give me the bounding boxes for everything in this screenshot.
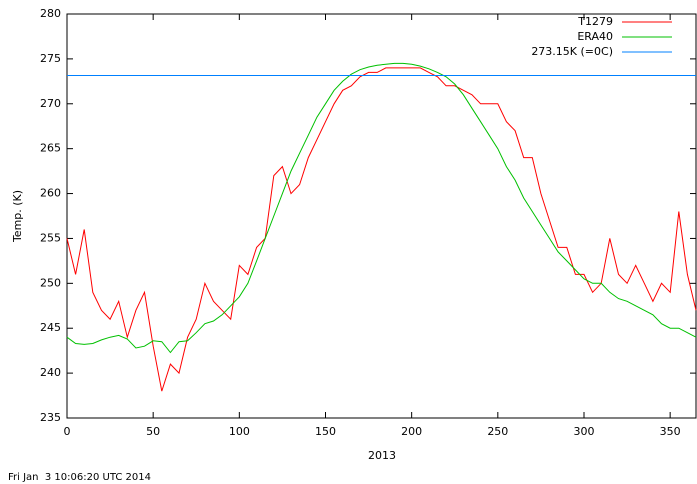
x-tick-label: 100 — [229, 425, 250, 438]
x-axis-label: 2013 — [368, 449, 396, 462]
y-tick-label: 240 — [40, 366, 61, 379]
y-tick-label: 255 — [40, 231, 61, 244]
x-tick-label: 0 — [64, 425, 71, 438]
y-tick-label: 270 — [40, 97, 61, 110]
y-tick-label: 235 — [40, 411, 61, 424]
y-axis-label: Temp. (K) — [11, 190, 24, 243]
footer: Fri Jan 3 10:06:20 UTC 2014 — [8, 472, 151, 483]
y-tick-label: 280 — [40, 7, 61, 20]
y-tick-label: 260 — [40, 187, 61, 200]
x-tick-label: 250 — [487, 425, 508, 438]
x-tick-label: 350 — [660, 425, 681, 438]
series-line — [66, 67, 697, 392]
y-tick-label: 250 — [40, 276, 61, 289]
x-tick-label: 200 — [401, 425, 422, 438]
y-tick-label: 275 — [40, 52, 61, 65]
legend-label: 273.15K (=0C) — [531, 45, 613, 58]
y-tick-label: 245 — [40, 321, 61, 334]
legend-label: ERA40 — [577, 30, 613, 43]
x-tick-label: 50 — [146, 425, 160, 438]
y-tick-label: 265 — [40, 142, 61, 155]
plot-frame — [66, 13, 697, 419]
x-tick-label: 300 — [573, 425, 594, 438]
series-line — [66, 62, 697, 354]
legend-label: T1279 — [577, 15, 613, 28]
x-tick-label: 150 — [315, 425, 336, 438]
